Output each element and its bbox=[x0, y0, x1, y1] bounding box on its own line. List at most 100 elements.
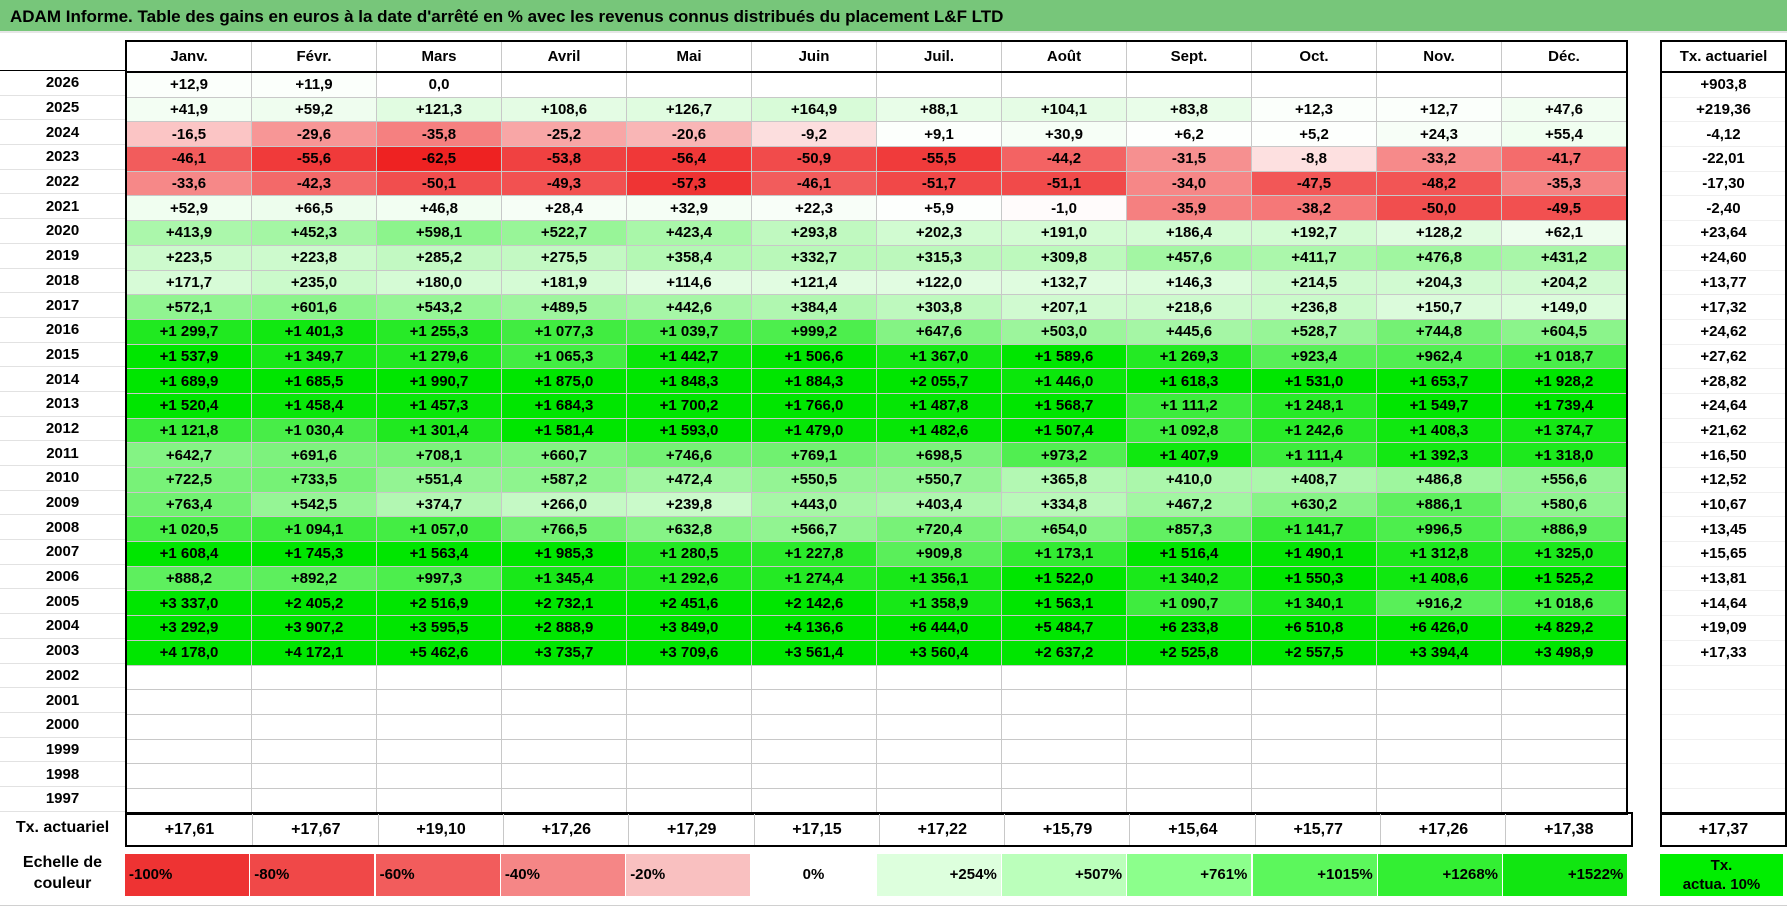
footer-value: +17,67 bbox=[252, 814, 378, 845]
gain-cell: +1 077,3 bbox=[501, 318, 627, 345]
gain-cell: +580,6 bbox=[1501, 491, 1628, 518]
gain-cell: +4 136,6 bbox=[751, 615, 877, 641]
gain-cell: -29,6 bbox=[251, 121, 377, 148]
gain-cell: +2 732,1 bbox=[501, 590, 627, 617]
gain-cell: +1 299,7 bbox=[125, 318, 252, 345]
tx-value: -17,30 bbox=[1661, 171, 1786, 197]
gain-cell: +334,8 bbox=[1001, 491, 1127, 518]
gain-cell: +408,7 bbox=[1251, 467, 1377, 493]
gain-cell bbox=[125, 689, 252, 715]
gain-cell: +239,8 bbox=[626, 491, 752, 518]
gain-cell: -25,2 bbox=[501, 121, 627, 148]
gain-cell: +1 990,7 bbox=[376, 368, 502, 394]
gain-cell bbox=[876, 664, 1002, 691]
gain-cell: +1 090,7 bbox=[1126, 590, 1252, 617]
year-label: 2005 bbox=[0, 588, 125, 615]
gain-cell: -51,7 bbox=[876, 170, 1002, 197]
footer-value: +17,29 bbox=[628, 814, 754, 845]
footer-value: +19,10 bbox=[377, 814, 504, 845]
gain-cell: +12,3 bbox=[1251, 96, 1377, 123]
gain-cell: +1 255,3 bbox=[376, 318, 502, 345]
tx-actuariel-column: Tx. actuariel +903,8 +219,36 -4,12 -22,01 -17… bbox=[1660, 40, 1787, 815]
gain-cell: +3 498,9 bbox=[1501, 639, 1628, 666]
gain-cell: +3 560,4 bbox=[876, 639, 1002, 666]
gain-cell: +1 349,7 bbox=[251, 343, 377, 370]
gain-cell: +1 442,7 bbox=[626, 343, 752, 370]
gain-cell: +1 563,1 bbox=[1001, 590, 1127, 617]
gain-cell bbox=[251, 664, 377, 691]
gain-cell: +6 510,8 bbox=[1251, 615, 1377, 641]
month-header: Août bbox=[1001, 40, 1127, 73]
tx-value bbox=[1661, 763, 1786, 789]
gain-cell: -44,2 bbox=[1001, 146, 1127, 172]
gain-cell bbox=[751, 738, 877, 765]
gain-cell: +1 374,7 bbox=[1501, 417, 1628, 444]
gain-cell: +149,0 bbox=[1501, 294, 1628, 320]
gain-cell: +443,0 bbox=[751, 491, 877, 518]
year-label: 2017 bbox=[0, 292, 125, 318]
gain-cell bbox=[376, 738, 502, 765]
gain-cell bbox=[125, 664, 252, 691]
scale-swatch: +1522% bbox=[1503, 854, 1628, 896]
gain-cell: +309,8 bbox=[1001, 244, 1127, 271]
gain-cell: +2 451,6 bbox=[626, 590, 752, 617]
gain-cell: -46,1 bbox=[125, 146, 252, 172]
gain-cell: +1 094,1 bbox=[251, 516, 377, 543]
year-label: 2011 bbox=[0, 440, 125, 466]
tx-value: +23,64 bbox=[1661, 220, 1786, 246]
gain-cell: +132,7 bbox=[1001, 269, 1127, 296]
gain-cell: +1 884,3 bbox=[751, 368, 877, 394]
table-row bbox=[125, 763, 1628, 789]
gain-cell: +1 516,4 bbox=[1126, 541, 1252, 567]
gain-cell: +769,1 bbox=[751, 442, 877, 468]
gain-cell bbox=[376, 787, 502, 815]
gain-cell bbox=[1376, 689, 1502, 715]
gain-cell: +3 709,6 bbox=[626, 639, 752, 666]
gain-cell bbox=[1501, 787, 1628, 815]
gain-cell: -49,3 bbox=[501, 170, 627, 197]
gain-cell: +720,4 bbox=[876, 516, 1002, 543]
gain-cell bbox=[1376, 763, 1502, 789]
year-label: 1999 bbox=[0, 737, 125, 763]
gain-cell: +604,5 bbox=[1501, 318, 1628, 345]
gain-cell bbox=[1501, 689, 1628, 715]
table-row bbox=[125, 689, 1628, 715]
scale-swatch: 0% bbox=[751, 854, 876, 896]
gain-cell bbox=[1251, 763, 1377, 789]
year-label: 2007 bbox=[0, 539, 125, 565]
gain-cell: +476,8 bbox=[1376, 244, 1502, 271]
title-bar: ADAM Informe. Table des gains en euros à… bbox=[0, 0, 1787, 33]
gain-cell: +3 337,0 bbox=[125, 590, 252, 617]
gain-cell: +1 111,4 bbox=[1251, 442, 1377, 468]
tx-value bbox=[1661, 665, 1786, 691]
gain-cell bbox=[376, 664, 502, 691]
gain-cell: +691,6 bbox=[251, 442, 377, 468]
year-label: 2013 bbox=[0, 391, 125, 417]
gain-cell: +164,9 bbox=[751, 96, 877, 123]
gain-cell bbox=[1376, 738, 1502, 765]
gain-cell: +5,2 bbox=[1251, 121, 1377, 148]
gain-cell: +1 141,7 bbox=[1251, 516, 1377, 543]
table-row: +763,4 +542,5 +374,7 +266,0 +239,8 +443,0 +403… bbox=[125, 491, 1628, 518]
gain-cell: -34,0 bbox=[1126, 170, 1252, 197]
tx-value: -2,40 bbox=[1661, 195, 1786, 222]
gain-cell: +104,1 bbox=[1001, 96, 1127, 123]
gain-cell: -55,6 bbox=[251, 146, 377, 172]
gain-cell bbox=[1001, 71, 1127, 98]
gain-cell: +1 057,0 bbox=[376, 516, 502, 543]
gain-cell: +1 280,5 bbox=[626, 541, 752, 567]
gain-cell bbox=[1001, 763, 1127, 789]
year-label: 2021 bbox=[0, 193, 125, 220]
gain-cell: +733,5 bbox=[251, 467, 377, 493]
gain-cell: +2 888,9 bbox=[501, 615, 627, 641]
scale-tx-box: Tx. actua. 10% bbox=[1660, 854, 1783, 896]
gain-cell: +1 121,8 bbox=[125, 417, 252, 444]
tx-value: -22,01 bbox=[1661, 146, 1786, 172]
gain-cell: -35,8 bbox=[376, 121, 502, 148]
gain-cell bbox=[501, 738, 627, 765]
gain-cell: +766,5 bbox=[501, 516, 627, 543]
month-header: Juin bbox=[751, 40, 877, 73]
gain-cell: +1 457,3 bbox=[376, 392, 502, 419]
gain-cell bbox=[501, 664, 627, 691]
gain-cell: +857,3 bbox=[1126, 516, 1252, 543]
